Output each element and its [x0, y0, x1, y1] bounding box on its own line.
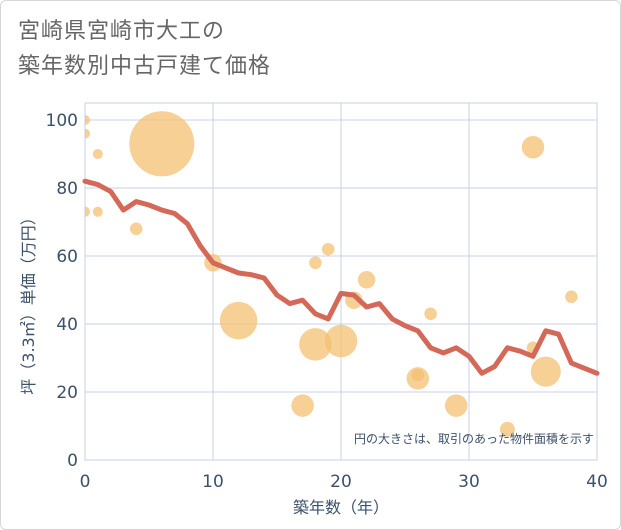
bubble-point	[444, 394, 468, 417]
x-tick-label: 20	[330, 472, 352, 492]
bubble-point	[530, 356, 561, 387]
bubble-point	[521, 135, 545, 159]
chart-title-line-1: 宮崎県宮崎市大工の	[18, 19, 226, 44]
bubble-point	[424, 307, 437, 321]
bubble-point	[499, 421, 515, 437]
bubble-point	[219, 301, 258, 340]
bubble-point	[565, 290, 578, 304]
bubble-point	[129, 222, 143, 236]
bubble-point	[291, 394, 314, 417]
y-tick-label: 20	[56, 383, 78, 403]
y-tick-label: 80	[56, 179, 78, 199]
average-price-line	[82, 178, 600, 376]
chart-title: 宮崎県宮崎市大工の 築年数別中古戸建て価格	[18, 14, 271, 84]
bubble-point	[92, 206, 103, 217]
bubble-point	[85, 128, 90, 139]
bubble-point	[85, 115, 90, 125]
y-tick-label: 60	[56, 247, 78, 267]
bubble-point	[309, 256, 322, 270]
tick-labels: 0 10 20 30 40 0 20 40 60 80 100	[46, 111, 608, 492]
bubble-point	[85, 206, 90, 217]
chart-title-line-2: 築年数別中古戸建て価格	[18, 54, 272, 79]
trend-line-layer	[82, 178, 600, 376]
bubble-layer	[85, 111, 578, 437]
x-tick-label: 10	[202, 472, 224, 492]
y-tick-label: 100	[46, 111, 78, 131]
bubble-point	[411, 368, 425, 382]
bubble-point	[324, 324, 358, 358]
y-axis-label: 坪（3.3㎡）単価（万円）	[19, 209, 38, 394]
bubble-point	[129, 111, 195, 177]
bubble-point	[321, 242, 335, 256]
bubble-point	[357, 271, 376, 289]
bubble-point	[299, 328, 332, 361]
x-axis-label: 築年数（年）	[293, 498, 389, 517]
x-tick-label: 30	[458, 472, 480, 492]
x-tick-label: 0	[80, 472, 91, 492]
bubble-point	[92, 149, 103, 159]
y-tick-label: 0	[67, 451, 78, 471]
x-tick-label: 40	[586, 472, 608, 492]
y-tick-label: 40	[56, 315, 78, 335]
bubble-size-note: 円の大きさは、取引のあった物件面積を示す	[354, 431, 594, 446]
